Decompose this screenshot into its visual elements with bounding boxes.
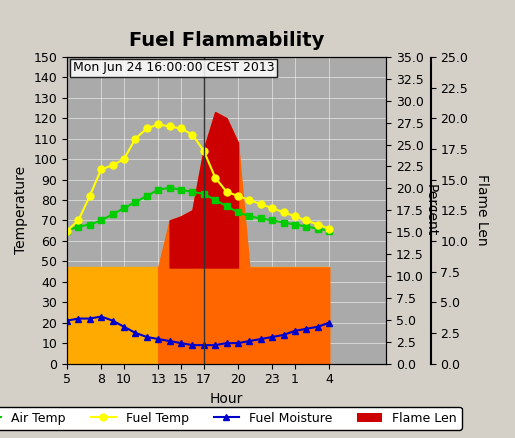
Air Temp bbox=[326, 228, 332, 233]
Fuel Temp bbox=[315, 222, 321, 227]
Fuel Moisture bbox=[258, 336, 264, 342]
Line: Fuel Temp: Fuel Temp bbox=[63, 121, 333, 234]
Fuel Temp bbox=[269, 205, 276, 211]
Air Temp bbox=[87, 222, 93, 227]
Air Temp bbox=[303, 224, 310, 229]
Air Temp bbox=[98, 218, 104, 223]
Fuel Moisture bbox=[224, 340, 230, 346]
Fuel Temp bbox=[144, 126, 150, 131]
Fuel Moisture bbox=[155, 336, 161, 342]
Y-axis label: Percent: Percent bbox=[424, 184, 438, 237]
Fuel Temp bbox=[166, 124, 173, 129]
Air Temp bbox=[166, 185, 173, 191]
Fuel Moisture bbox=[121, 324, 127, 329]
Air Temp bbox=[281, 220, 287, 225]
Fuel Moisture bbox=[190, 343, 196, 348]
Fuel Moisture bbox=[201, 343, 207, 348]
Fuel Temp bbox=[64, 228, 70, 233]
Air Temp bbox=[246, 214, 252, 219]
Fuel Temp bbox=[190, 132, 196, 137]
Fuel Moisture bbox=[212, 343, 218, 348]
Fuel Moisture bbox=[269, 334, 276, 339]
Fuel Temp bbox=[246, 198, 252, 203]
Air Temp bbox=[132, 199, 139, 205]
Legend: Air Temp, Fuel Temp, Fuel Moisture, Flame Len: Air Temp, Fuel Temp, Fuel Moisture, Flam… bbox=[0, 406, 461, 430]
Air Temp bbox=[258, 216, 264, 221]
X-axis label: Hour: Hour bbox=[210, 392, 243, 406]
Fuel Temp bbox=[110, 162, 116, 168]
Air Temp bbox=[201, 191, 207, 197]
Fuel Temp bbox=[178, 126, 184, 131]
Air Temp bbox=[212, 198, 218, 203]
Fuel Moisture bbox=[132, 330, 139, 336]
Fuel Moisture bbox=[110, 318, 116, 323]
Text: Mon Jun 24 16:00:00 CEST 2013: Mon Jun 24 16:00:00 CEST 2013 bbox=[73, 61, 274, 74]
Fuel Temp bbox=[224, 189, 230, 194]
Title: Fuel Flammability: Fuel Flammability bbox=[129, 31, 324, 50]
Fuel Moisture bbox=[178, 340, 184, 346]
Fuel Moisture bbox=[281, 332, 287, 338]
Fuel Temp bbox=[292, 214, 298, 219]
Fuel Moisture bbox=[326, 320, 332, 325]
Air Temp bbox=[178, 187, 184, 192]
Air Temp bbox=[190, 189, 196, 194]
Air Temp bbox=[292, 222, 298, 227]
Air Temp bbox=[121, 205, 127, 211]
Fuel Moisture bbox=[303, 326, 310, 332]
Fuel Moisture bbox=[292, 328, 298, 333]
Line: Air Temp: Air Temp bbox=[64, 185, 332, 233]
Fuel Temp bbox=[75, 218, 81, 223]
Fuel Temp bbox=[132, 136, 139, 141]
Fuel Temp bbox=[281, 210, 287, 215]
Fuel Moisture bbox=[87, 316, 93, 321]
Fuel Moisture bbox=[235, 340, 241, 346]
Fuel Moisture bbox=[166, 339, 173, 344]
Line: Fuel Moisture: Fuel Moisture bbox=[63, 313, 333, 349]
Fuel Temp bbox=[201, 148, 207, 154]
Fuel Moisture bbox=[315, 324, 321, 329]
Fuel Temp bbox=[303, 218, 310, 223]
Fuel Moisture bbox=[144, 334, 150, 339]
Air Temp bbox=[155, 187, 161, 192]
Air Temp bbox=[224, 204, 230, 209]
Fuel Temp bbox=[258, 201, 264, 207]
Fuel Moisture bbox=[75, 316, 81, 321]
Air Temp bbox=[75, 224, 81, 229]
Fuel Moisture bbox=[64, 318, 70, 323]
Fuel Temp bbox=[326, 226, 332, 231]
Air Temp bbox=[235, 210, 241, 215]
Air Temp bbox=[110, 212, 116, 217]
Air Temp bbox=[315, 226, 321, 231]
Air Temp bbox=[269, 218, 276, 223]
Fuel Moisture bbox=[246, 339, 252, 344]
Fuel Temp bbox=[212, 175, 218, 180]
Air Temp bbox=[64, 228, 70, 233]
Fuel Temp bbox=[87, 193, 93, 198]
Air Temp bbox=[144, 193, 150, 198]
Fuel Temp bbox=[155, 122, 161, 127]
Y-axis label: Flame Len: Flame Len bbox=[475, 174, 489, 246]
Fuel Temp bbox=[235, 193, 241, 198]
Fuel Temp bbox=[121, 156, 127, 162]
Y-axis label: Temperature: Temperature bbox=[14, 166, 28, 254]
Fuel Temp bbox=[98, 167, 104, 172]
Fuel Moisture bbox=[98, 314, 104, 319]
